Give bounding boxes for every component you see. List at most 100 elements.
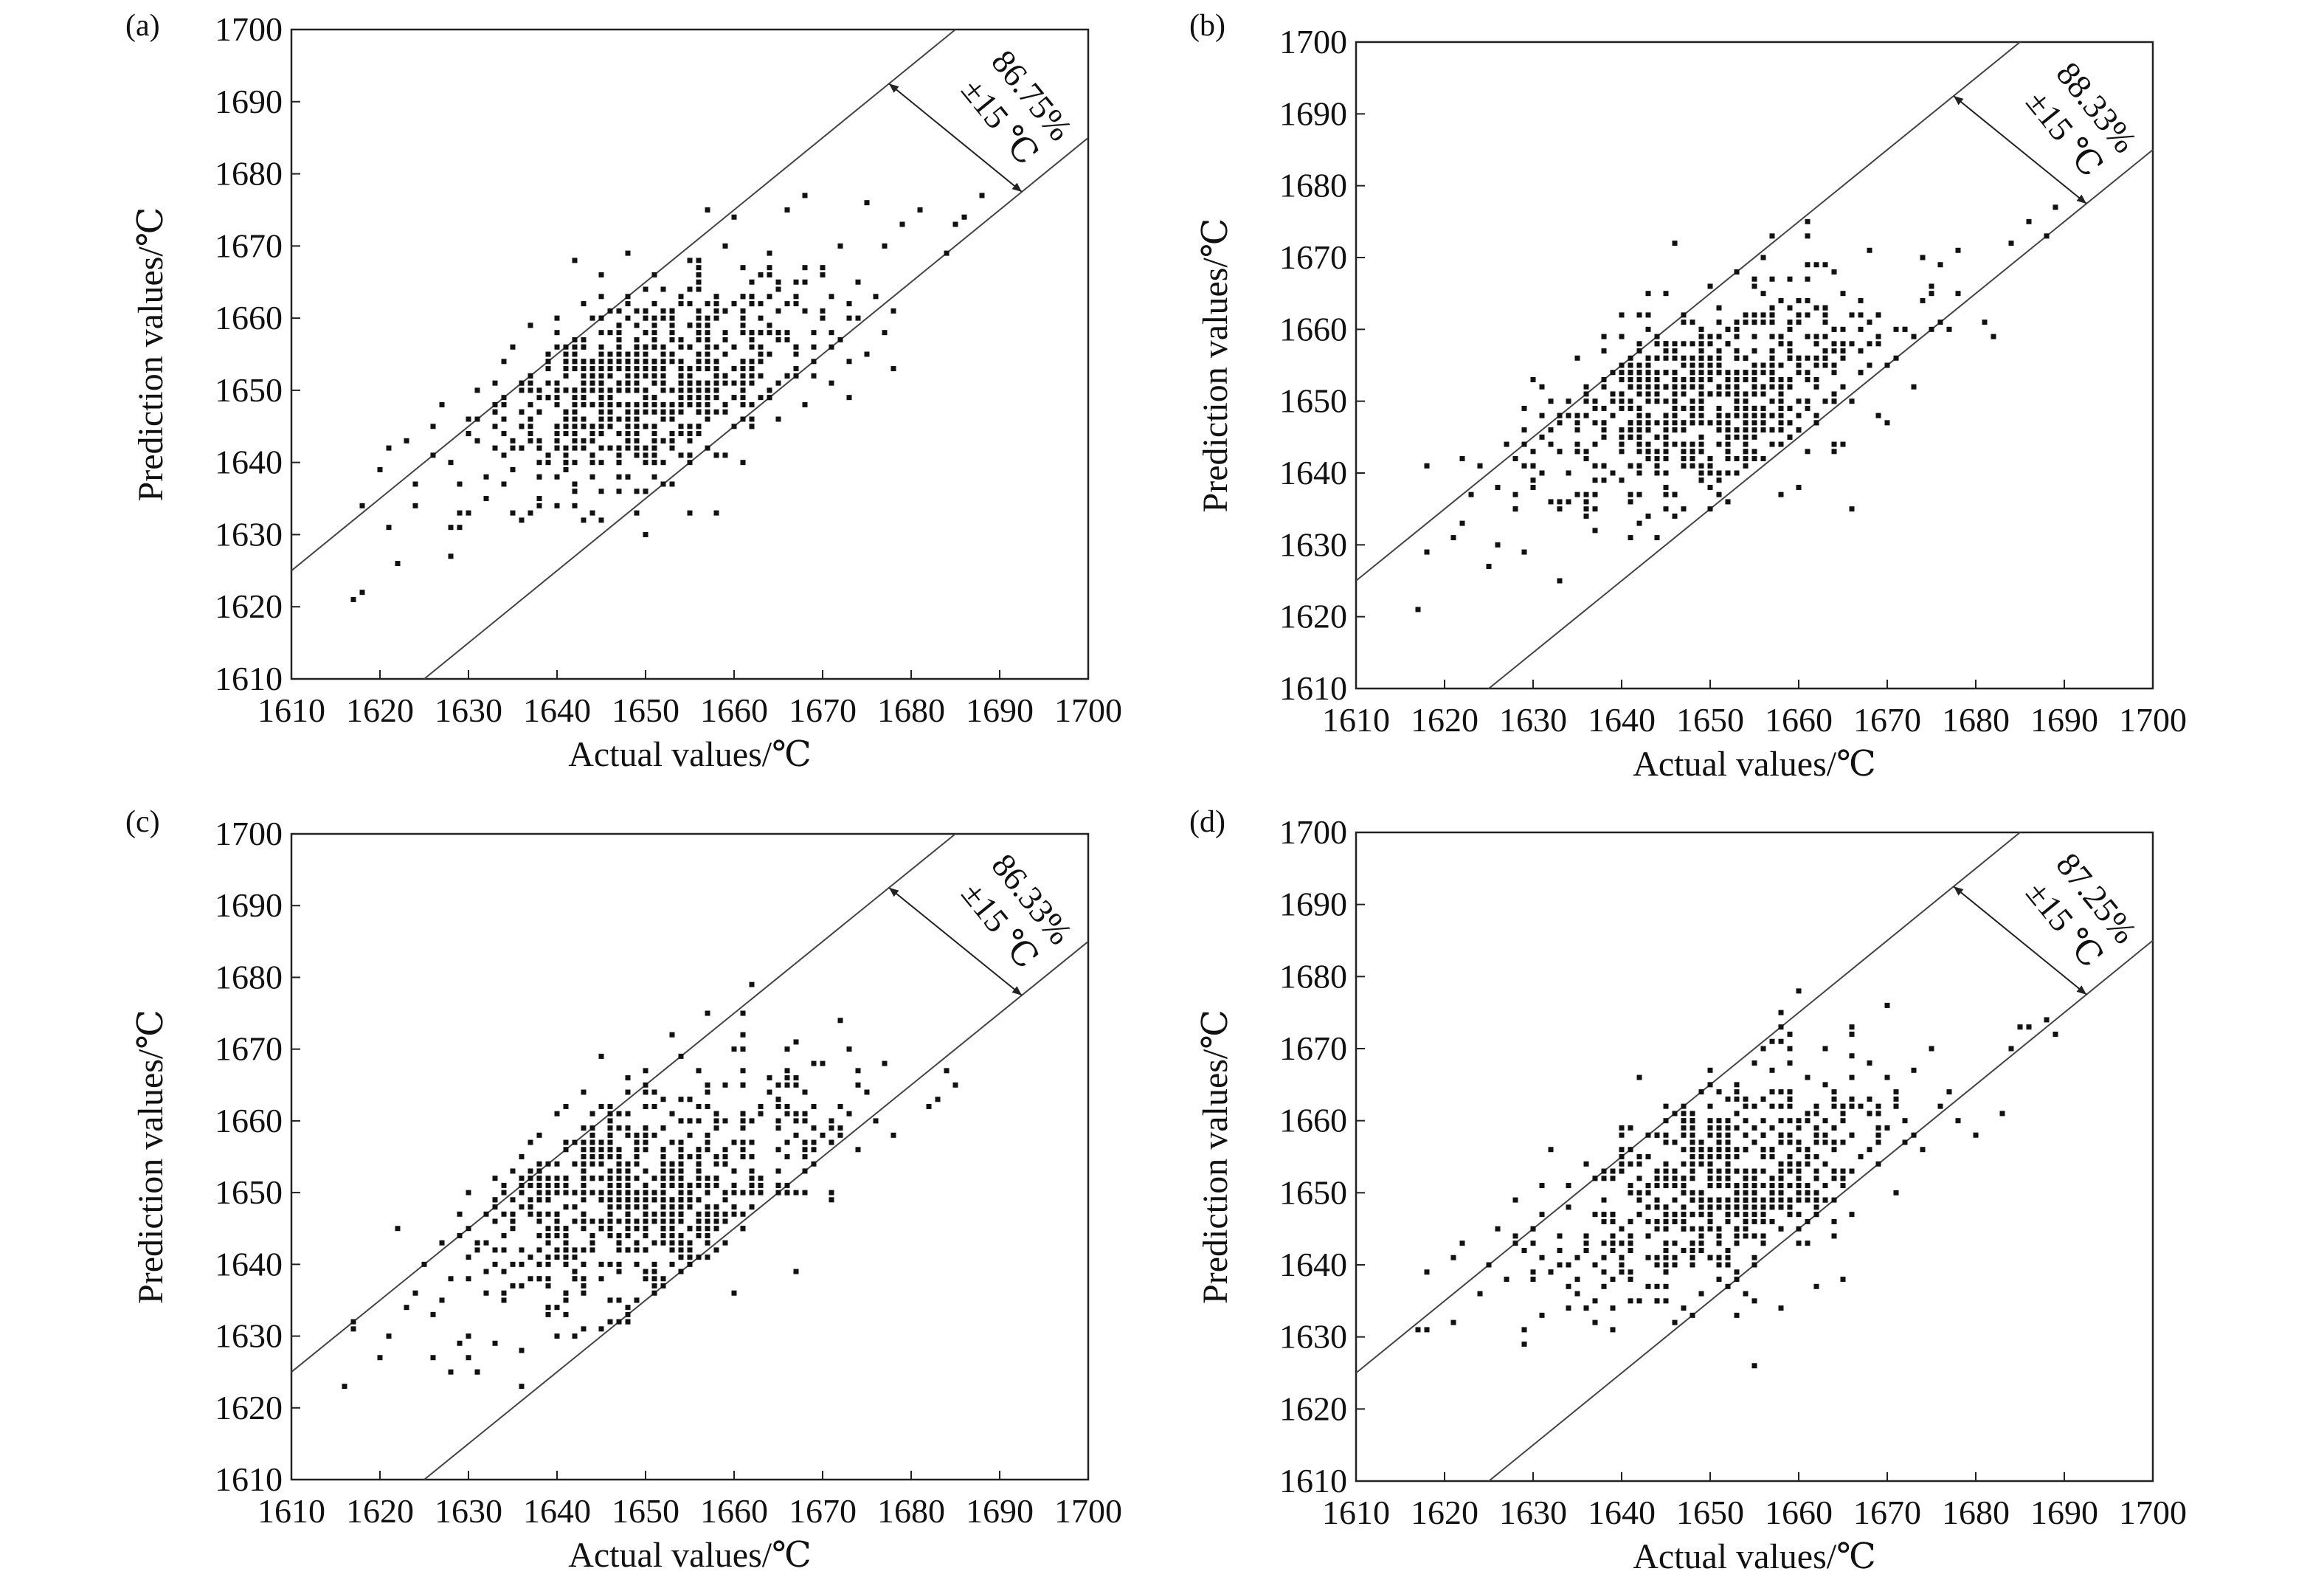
x-tick-label: 1660 (700, 691, 768, 729)
scatter-point (660, 1176, 666, 1181)
scatter-point (793, 1269, 799, 1274)
scatter-point (1619, 441, 1625, 447)
scatter-point (1822, 1132, 1828, 1138)
scatter-point (625, 1319, 631, 1325)
scatter-point (1875, 1103, 1881, 1109)
scatter-point (492, 1197, 498, 1203)
scatter-point (952, 221, 958, 227)
scatter-point (1858, 326, 1864, 332)
band-annotation: 86.33%±15 ℃ (954, 846, 1079, 976)
scatter-point (1867, 1096, 1872, 1102)
scatter-point (466, 431, 471, 437)
scatter-point (572, 395, 578, 401)
scatter-point (563, 359, 569, 365)
scatter-point (563, 1204, 569, 1210)
scatter-point (811, 1147, 817, 1153)
scatter-point (1583, 413, 1589, 418)
scatter-point (1822, 348, 1828, 354)
scatter-point (589, 366, 595, 372)
scatter-point (1725, 1218, 1731, 1224)
scatter-point (1760, 312, 1766, 318)
scatter-point (1831, 1096, 1837, 1102)
scatter-point (749, 337, 755, 342)
scatter-point (1778, 491, 1784, 497)
scatter-point (2052, 1031, 2058, 1037)
scatter-point (731, 344, 737, 350)
scatter-point (634, 401, 640, 407)
scatter-point (1840, 291, 1846, 297)
scatter-point (634, 359, 640, 365)
scatter-point (1716, 420, 1722, 426)
band-annotation: 88.33%±15 ℃ (2019, 55, 2144, 184)
scatter-point (572, 337, 578, 342)
y-tick-label: 1640 (1279, 1246, 1347, 1283)
scatter-point (483, 1290, 489, 1296)
scatter-point (775, 279, 781, 285)
scatter-point (1690, 1125, 1695, 1131)
scatter-point (1787, 326, 1793, 332)
scatter-point (1840, 1139, 1846, 1145)
scatter-point (1875, 1132, 1881, 1138)
scatter-point (713, 1176, 719, 1181)
scatter-point (660, 1182, 666, 1188)
scatter-point (1769, 1204, 1775, 1210)
scatter-point (466, 1333, 471, 1339)
scatter-point (1831, 1139, 1837, 1145)
scatter-point (616, 445, 622, 451)
scatter-point (572, 1247, 578, 1253)
scatter-point (1805, 1118, 1811, 1124)
scatter-point (598, 1326, 604, 1332)
scatter-point (1681, 449, 1687, 455)
scatter-point (1583, 391, 1589, 397)
scatter-point (793, 1082, 799, 1088)
scatter-point (1778, 427, 1784, 433)
scatter-point (501, 1297, 507, 1303)
scatter-point (1743, 1176, 1749, 1181)
scatter-point (643, 359, 649, 365)
scatter-point (1654, 1204, 1660, 1210)
scatter-point (1707, 1176, 1713, 1181)
scatter-point (1787, 420, 1793, 426)
scatter-point (1690, 1176, 1695, 1181)
scatter-point (696, 401, 702, 407)
scatter-point (466, 1355, 471, 1361)
scatter-point (1636, 1154, 1642, 1159)
scatter-point (616, 330, 622, 336)
scatter-point (660, 1211, 666, 1217)
scatter-point (359, 503, 365, 508)
scatter-point (1716, 477, 1722, 483)
scatter-point (634, 387, 640, 393)
scatter-point (722, 401, 728, 407)
scatter-point (528, 401, 533, 407)
scatter-point (1734, 470, 1740, 476)
scatter-point (1875, 413, 1881, 418)
x-tick-label: 1680 (1942, 701, 2010, 739)
scatter-point (1875, 312, 1881, 318)
scatter-point (1690, 420, 1695, 426)
scatter-point (1690, 1147, 1695, 1153)
scatter-point (1778, 1305, 1784, 1311)
scatter-point (1725, 1247, 1731, 1253)
scatter-point (412, 1290, 418, 1296)
scatter-point (1601, 1212, 1607, 1218)
scatter-point (1849, 1074, 1855, 1080)
scatter-point (572, 445, 578, 451)
scatter-point (1610, 398, 1616, 404)
scatter-point (749, 1118, 755, 1124)
scatter-point (643, 1204, 649, 1210)
scatter-point (820, 1060, 826, 1066)
scatter-point (793, 279, 799, 285)
scatter-point (1486, 1262, 1492, 1268)
scatter-point (1849, 1103, 1855, 1109)
scatter-point (404, 1305, 409, 1311)
scatter-point (643, 489, 649, 494)
scatter-point (1663, 1118, 1669, 1124)
scatter-point (1459, 456, 1465, 462)
scatter-point (510, 1218, 516, 1224)
scatter-point (563, 1247, 569, 1253)
scatter-point (1610, 1327, 1616, 1333)
scatter-point (519, 1347, 525, 1353)
scatter-point (678, 1211, 684, 1217)
scatter-point (740, 1226, 746, 1232)
scatter-point (705, 1240, 710, 1246)
